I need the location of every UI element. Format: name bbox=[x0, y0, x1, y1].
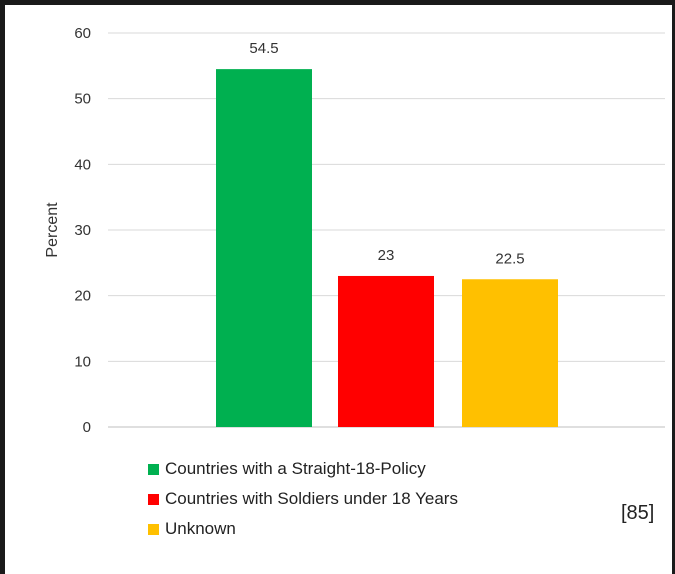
legend-label: Unknown bbox=[165, 519, 236, 538]
y-axis-label: Percent bbox=[44, 202, 61, 258]
legend-label: Countries with a Straight-18-Policy bbox=[165, 459, 426, 478]
bar bbox=[338, 275, 434, 427]
citation-reference: [85] bbox=[621, 502, 655, 524]
data-label: 22.5 bbox=[495, 250, 524, 267]
bar bbox=[216, 69, 312, 427]
y-tick-label: 10 bbox=[74, 353, 91, 370]
legend-swatch-yellow bbox=[148, 523, 159, 535]
data-labels: 54.5 23 22.5 bbox=[249, 40, 524, 267]
y-tick-label: 20 bbox=[74, 288, 91, 305]
legend-label: Countries with Soldiers under 18 Years bbox=[165, 489, 458, 508]
y-tick-label: 60 bbox=[74, 25, 91, 42]
legend-item-soldiers-under-18: Countries with Soldiers under 18 Years bbox=[148, 485, 458, 513]
y-tick-label: 40 bbox=[74, 156, 91, 173]
data-label: 54.5 bbox=[249, 40, 278, 57]
y-axis-ticks: 0 10 20 30 40 50 60 bbox=[74, 25, 91, 436]
legend-swatch-green bbox=[148, 463, 159, 475]
legend: Countries with a Straight-18-Policy Coun… bbox=[148, 455, 458, 545]
legend-swatch-red bbox=[148, 493, 159, 505]
legend-item-straight-18-policy: Countries with a Straight-18-Policy bbox=[148, 455, 458, 483]
y-tick-label: 50 bbox=[74, 91, 91, 108]
bar bbox=[462, 279, 558, 427]
legend-item-unknown: Unknown bbox=[148, 515, 458, 543]
bars bbox=[216, 69, 558, 427]
bar-chart: 0 10 20 30 40 50 60 Percent 54.5 23 22.5 bbox=[44, 25, 665, 436]
y-tick-label: 0 bbox=[83, 419, 91, 436]
data-label: 23 bbox=[378, 247, 395, 264]
y-tick-label: 30 bbox=[74, 222, 91, 239]
